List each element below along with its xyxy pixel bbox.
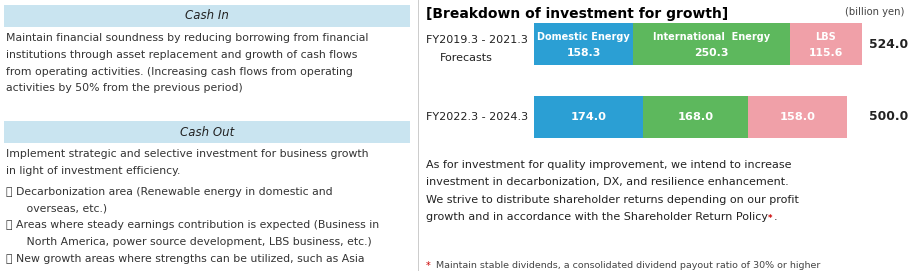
Text: ・ Decarbonization area (Renewable energy in domestic and: ・ Decarbonization area (Renewable energy… [6,187,333,196]
Text: ・ New growth areas where strengths can be utilized, such as Asia: ・ New growth areas where strengths can b… [6,254,365,264]
Text: in light of investment efficiency.: in light of investment efficiency. [6,166,180,176]
Bar [633,23,790,65]
Text: ・ Areas where steady earnings contribution is expected (Business in: ・ Areas where steady earnings contributi… [6,220,379,230]
Text: Maintain stable dividends, a consolidated dividend payout ratio of 30% or higher: Maintain stable dividends, a consolidate… [436,261,821,270]
Text: (billion yen): (billion yen) [844,7,904,17]
Text: 174.0: 174.0 [571,112,606,122]
Bar [534,96,643,138]
Text: activities by 50% from the previous period): activities by 50% from the previous peri… [6,83,243,93]
Text: LBS: LBS [815,32,836,42]
Text: Maintain financial soundness by reducing borrowing from financial: Maintain financial soundness by reducing… [6,33,369,43]
Text: Domestic Energy: Domestic Energy [537,32,630,42]
Text: from operating activities. (Increasing cash flows from operating: from operating activities. (Increasing c… [6,67,353,77]
Text: North America, power source development, LBS business, etc.): North America, power source development,… [16,237,372,247]
Text: 115.6: 115.6 [809,48,844,58]
Text: 500.0: 500.0 [869,111,908,124]
Text: *: * [768,214,773,222]
Text: FY2019.3 - 2021.3: FY2019.3 - 2021.3 [426,35,528,45]
Text: 158.3: 158.3 [566,48,601,58]
Text: 250.3: 250.3 [694,48,729,58]
Bar [4,5,410,27]
Text: International  Energy: International Energy [652,32,770,42]
Text: We strive to distribute shareholder returns depending on our profit: We strive to distribute shareholder retu… [426,195,799,205]
Text: investment in decarbonization, DX, and resilience enhancement.: investment in decarbonization, DX, and r… [426,178,789,188]
Text: 158.0: 158.0 [780,112,815,122]
Text: 168.0: 168.0 [677,112,713,122]
Bar [643,96,748,138]
Text: Implement strategic and selective investment for business growth: Implement strategic and selective invest… [6,149,369,159]
Text: overseas, etc.): overseas, etc.) [16,204,107,213]
Text: Forecasts: Forecasts [440,53,493,63]
Text: growth and in accordance with the Shareholder Return Policy: growth and in accordance with the Shareh… [426,212,768,222]
Bar [534,23,633,65]
Text: Cash In: Cash In [185,9,229,22]
Text: .: . [774,212,778,222]
Bar [4,121,410,143]
Bar [790,23,862,65]
Text: *: * [426,261,430,271]
Bar [748,96,847,138]
Text: institutions through asset replacement and growth of cash flows: institutions through asset replacement a… [6,50,358,60]
Text: Cash Out: Cash Out [180,125,234,138]
Text: 524.0: 524.0 [869,37,908,50]
Text: FY2022.3 - 2024.3: FY2022.3 - 2024.3 [426,112,528,122]
Text: [Breakdown of investment for growth]: [Breakdown of investment for growth] [426,7,728,21]
Text: As for investment for quality improvement, we intend to increase: As for investment for quality improvemen… [426,160,792,170]
